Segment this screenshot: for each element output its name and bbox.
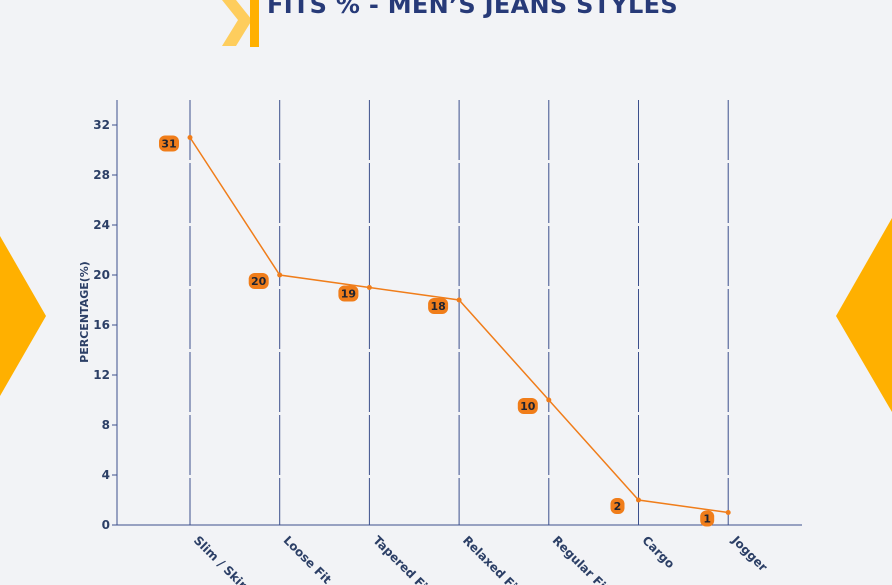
x-category-label: Relaxed Fit [460,533,524,585]
data-point [636,497,641,503]
y-tick-label: 24 [93,218,110,232]
y-tick-label: 12 [93,368,110,382]
title-accent-chevron [222,0,252,46]
x-category-label: Jogger [728,533,770,575]
x-category-label: Cargo [639,533,677,571]
y-tick-label: 28 [93,168,110,182]
data-point [187,135,193,140]
left-accent-chevron [0,236,46,396]
data-label-badge [700,510,715,527]
y-axis-title: PERCENTAGE(%) [78,261,91,363]
data-label: 1 [703,513,711,526]
data-label: 19 [341,288,356,301]
data-point [725,510,731,515]
data-label-badge [610,498,625,514]
y-tick-label: 4 [102,468,110,482]
x-category-label: Loose Fit [281,533,335,585]
data-label: 31 [161,138,176,151]
data-point [277,272,283,278]
right-accent-chevron [836,218,892,412]
data-label: 2 [614,500,622,513]
y-tick-label: 8 [102,418,110,432]
data-point [366,285,372,290]
x-category-label: Tapered Fit [370,533,434,585]
data-label: 10 [520,400,536,413]
x-category-label: Regular Fit [550,533,613,585]
data-label-badge [248,273,269,289]
data-label-badge [428,298,449,314]
y-tick-label: 16 [93,318,110,332]
data-label: 20 [251,275,267,288]
page-title: FITS % - MEN’S JEANS STYLES [267,0,678,19]
y-tick-label: 20 [93,268,110,282]
y-tick-label: 32 [93,118,110,132]
x-category-label: Slim / Skinny [191,533,263,585]
data-point [456,297,462,303]
data-label-badge [338,285,359,302]
data-label: 18 [430,300,445,313]
title-accent-bar [250,0,259,47]
data-label-badge [517,398,538,414]
data-label-badge [159,135,179,152]
data-point [546,397,552,403]
y-tick-label: 0 [102,518,110,532]
